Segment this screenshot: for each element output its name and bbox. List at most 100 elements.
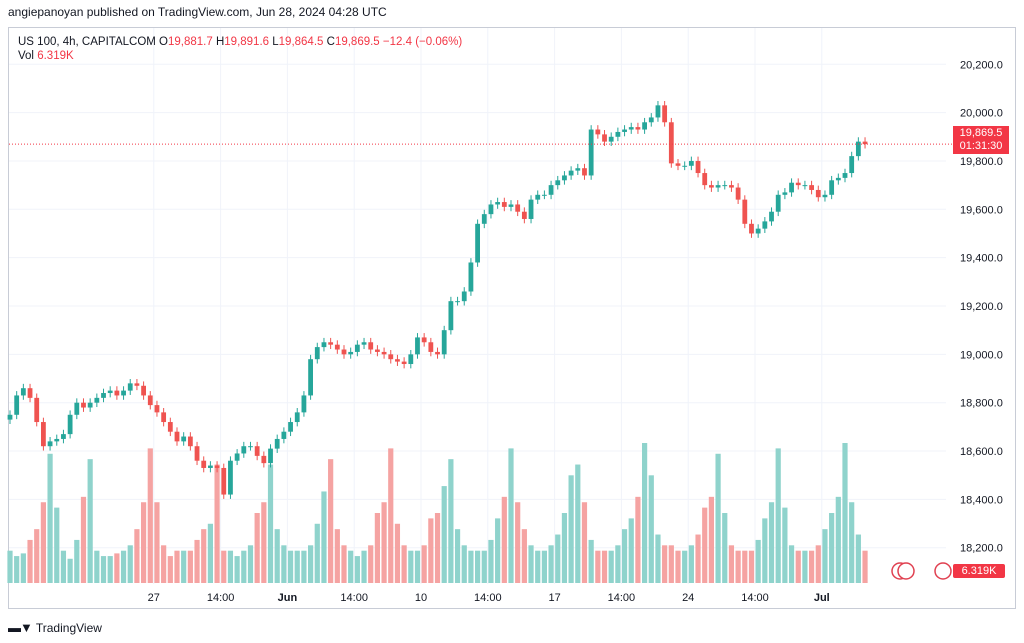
- volume-bar: [782, 507, 788, 583]
- candle-body: [675, 163, 681, 166]
- candle-body: [562, 175, 567, 181]
- volume-bar: [27, 539, 33, 583]
- candle-body: [595, 129, 601, 135]
- candle-body: [648, 117, 654, 123]
- candle-body: [321, 342, 327, 348]
- candle-body: [41, 422, 46, 447]
- legend-low-label: L: [272, 36, 279, 48]
- volume-bar: [708, 496, 714, 583]
- candle-body: [622, 129, 627, 132]
- volume-bar: [14, 556, 20, 583]
- candle-body: [655, 105, 661, 118]
- candle-body: [114, 390, 120, 396]
- candle-body: [81, 402, 86, 408]
- volume-bar: [80, 496, 87, 583]
- y-tick-label: 20,200.0: [960, 59, 1003, 71]
- y-tick-label: 18,200.0: [960, 543, 1003, 555]
- volume-bar: [348, 550, 354, 583]
- candle-body: [635, 127, 641, 130]
- candle-body: [628, 127, 634, 130]
- candle-body: [615, 131, 621, 137]
- candle-body: [294, 412, 300, 423]
- volume-bar: [401, 545, 407, 583]
- last-price-value: 19,869.5: [959, 127, 1003, 139]
- candle-body: [548, 185, 554, 195]
- candle-body: [328, 342, 334, 345]
- volume-bar: [141, 502, 147, 583]
- volume-bar: [495, 518, 501, 583]
- volume-bar: [107, 556, 113, 583]
- footer-brand[interactable]: ▬▼ TradingView: [8, 620, 102, 635]
- volume-bar: [74, 539, 80, 583]
- candle-body: [368, 342, 374, 350]
- volume-bar: [728, 545, 735, 583]
- volume-bar: [408, 550, 414, 583]
- volume-bar: [94, 550, 100, 583]
- volume-bar: [7, 550, 13, 583]
- x-tick-label: 27: [148, 592, 160, 604]
- candle-body: [248, 446, 253, 448]
- volume-bar: [341, 545, 347, 583]
- volume-bar: [434, 513, 441, 583]
- candle-body: [802, 185, 808, 187]
- candle-body: [468, 262, 474, 292]
- volume-bar: [120, 550, 127, 583]
- volume-bar: [855, 534, 861, 583]
- candle-body: [127, 383, 133, 391]
- volume-bar: [334, 529, 340, 583]
- candle-body: [789, 182, 794, 193]
- volume-bar: [555, 534, 561, 583]
- candle-body: [167, 422, 173, 432]
- candle-body: [20, 388, 26, 396]
- last-price-tag: 19,869.5 01:31:30: [953, 126, 1009, 154]
- candle-body: [521, 211, 527, 219]
- candle-body: [662, 105, 668, 123]
- candle-body: [441, 330, 447, 355]
- candle-body: [181, 436, 187, 442]
- candle-body: [401, 361, 407, 365]
- y-tick-label: 18,600.0: [960, 446, 1003, 458]
- volume-bar: [468, 550, 474, 583]
- volume-bar: [561, 513, 568, 583]
- candle-body: [141, 385, 146, 396]
- candle-body: [809, 185, 814, 190]
- volume-bar: [508, 448, 514, 583]
- candle-body: [415, 337, 420, 355]
- volume-bar: [281, 545, 287, 583]
- volume-bar: [374, 513, 380, 583]
- y-tick-label: 20,000.0: [960, 108, 1003, 120]
- volume-bar: [314, 523, 320, 583]
- event-flag-icon: [934, 562, 952, 580]
- candle-body: [161, 412, 167, 423]
- volume-bar: [287, 550, 294, 583]
- volume-bar: [521, 529, 527, 583]
- volume-bar: [829, 513, 835, 583]
- x-tick-label: Jun: [278, 592, 298, 604]
- volume-bar: [187, 550, 193, 583]
- candle-body: [688, 160, 694, 166]
- candle-body: [208, 465, 213, 468]
- legend-change: −12.4 (−0.06%): [382, 36, 463, 48]
- candle-body: [47, 441, 53, 447]
- volume-bar: [254, 513, 260, 583]
- candle-body: [515, 204, 521, 212]
- candle-body: [381, 351, 387, 355]
- volume-bar: [321, 491, 327, 583]
- volume-bar: [381, 502, 387, 583]
- volume-bar: [822, 529, 828, 583]
- candle-body: [428, 342, 434, 352]
- volume-bar: [775, 448, 781, 583]
- volume-bar: [541, 550, 547, 583]
- volume-legend-label: Vol: [18, 50, 34, 62]
- candle-body: [314, 347, 320, 360]
- y-tick-label: 19,200.0: [960, 301, 1003, 313]
- candle-body: [281, 431, 287, 439]
- candle-body: [274, 438, 280, 449]
- volume-bar: [501, 496, 507, 583]
- candle-body: [174, 431, 180, 442]
- candle-body: [682, 165, 688, 167]
- candle-body: [121, 390, 126, 396]
- volume-bar: [615, 545, 621, 583]
- candle-body: [7, 414, 13, 420]
